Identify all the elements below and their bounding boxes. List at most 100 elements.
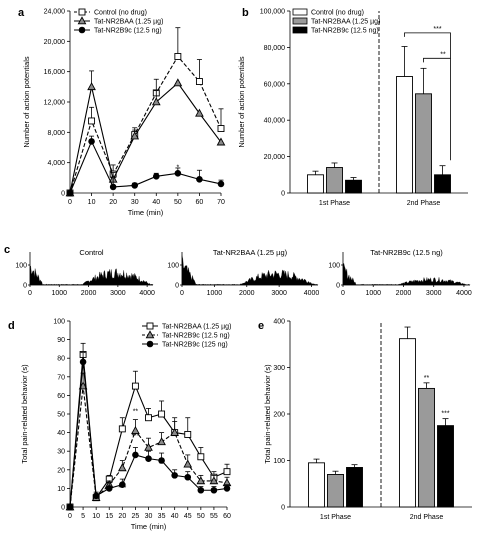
panel-b-legend-label: Tat-NR2BAA (1.25 µg) — [311, 19, 380, 26]
panel-d-y-tick-label: 20 — [57, 467, 65, 474]
panel-d-significance-mark: ** — [133, 409, 139, 416]
panel-d-significance-mark: *** — [131, 433, 139, 440]
trace-x-tick-label: 0 — [341, 290, 345, 297]
panel-a-y-tick-label: 0 — [61, 191, 65, 198]
panel-d-x-tick-label: 55 — [210, 513, 218, 520]
panel-d-data-point — [223, 468, 231, 476]
panel-b-bar-chart: 0 20,000 40,000 60,000 80,000 100,000 Number o… — [237, 8, 468, 207]
trace-x-tick-label: 3000 — [110, 290, 126, 297]
panel-a-x-tick-label: 20 — [109, 199, 117, 206]
panel-b-category-label: 1st Phase — [319, 200, 350, 207]
panel-a-data-point — [87, 82, 96, 91]
panel-a-data-point — [151, 97, 161, 106]
panel-d-significance-mark: * — [147, 457, 150, 464]
panel-d-x-tick-label: 40 — [171, 513, 179, 520]
panel-d-y-axis-label: Total pain-related behavior (s) — [20, 364, 29, 464]
panel-b-legend-swatch — [292, 26, 308, 34]
panel-e-y-tick-label: 400 — [273, 319, 285, 326]
panel-a-x-tick-label: 50 — [174, 199, 182, 206]
panel-d-x-tick-label: 10 — [92, 513, 100, 520]
panel-d-data-point — [117, 463, 127, 472]
panel-b-bar-1-2 — [396, 76, 413, 194]
panel-e-bar-3-2 — [437, 425, 454, 508]
panel-e-bar-2-1 — [327, 474, 344, 508]
trace-title-1: Control — [79, 248, 104, 257]
panel-e-significance-mark: ** — [424, 375, 430, 382]
panel-a-x-axis-label: Time (min) — [128, 208, 164, 217]
panel-a-legend-label: Tat-NR2BAA (1.25 µg) — [94, 19, 163, 26]
panel-e-category-label: 2nd Phase — [410, 514, 444, 521]
panel-d-legend-label: Tat-NR2BAA (1.25 µg) — [162, 324, 231, 331]
panel-d-x-tick-label: 25 — [132, 513, 140, 520]
panel-e-significance-mark: *** — [441, 411, 449, 418]
panel-e-bar-1-1 — [308, 462, 325, 508]
panel-b-y-tick-label: 100,000 — [260, 9, 285, 16]
activity-trace-3 — [342, 262, 471, 286]
panel-d-data-point — [197, 486, 205, 494]
panel-a-significance-mark: * — [176, 164, 179, 171]
panel-a-data-point — [88, 117, 96, 125]
panel-d-y-tick-label: 90 — [57, 337, 65, 344]
panel-label-e: e — [258, 320, 264, 332]
panel-d-data-point — [92, 492, 100, 500]
panel-a-x-tick-label: 30 — [131, 199, 139, 206]
panel-d-data-point — [158, 457, 165, 464]
panel-a-legend-marker — [78, 8, 86, 16]
trace-y-tick-label: 0 — [23, 283, 27, 290]
panel-b-y-tick-label: 80,000 — [264, 45, 286, 52]
panel-b-y-tick-label: 0 — [281, 191, 285, 198]
panel-a-data-point — [174, 53, 182, 60]
panel-d-data-point — [197, 453, 205, 461]
trace-y-tick-label: 100 — [15, 263, 27, 270]
panel-b-significance-mark: *** — [433, 26, 441, 33]
panel-a-x-tick-label: 40 — [152, 199, 160, 206]
panel-b-legend-swatch — [292, 8, 308, 16]
panel-d-y-tick-label: 100 — [53, 319, 65, 326]
trace-x-tick-label: 0 — [28, 290, 32, 297]
panel-d-data-point — [196, 476, 206, 485]
panel-b-legend-label: Tat-NR2B9c (12.5 ng) — [311, 28, 379, 35]
panel-a-x-tick-label: 10 — [88, 199, 96, 206]
panel-b-significance-mark: ** — [440, 51, 446, 58]
panel-d-series-line-3 — [69, 361, 228, 508]
panel-a-data-point — [88, 138, 95, 145]
panel-a-y-axis-label: Number of action potentials — [22, 56, 31, 148]
panel-e-y-tick-label: 100 — [273, 458, 285, 465]
panel-d-data-point — [144, 442, 153, 451]
panel-d-data-point — [131, 426, 140, 434]
panel-d-x-tick-label: 30 — [145, 513, 153, 520]
panel-d-data-point — [118, 425, 126, 433]
panel-d-x-tick-label: 35 — [158, 513, 166, 520]
panel-a-data-point — [109, 183, 117, 191]
panel-d-line-chart: 0 10 20 30 40 50 60 70 80 90 100 0 5 10 15 20 25 30 35 40 45… — [20, 319, 231, 532]
panel-a-data-point — [130, 131, 140, 140]
panel-a-y-tick-label: 16,000 — [44, 69, 66, 76]
panel-a-y-tick-label: 24,000 — [44, 9, 66, 16]
activity-trace-1 — [29, 265, 154, 286]
trace-x-tick-label: 1000 — [207, 290, 223, 297]
panel-d-y-tick-label: 60 — [57, 393, 65, 400]
trace-x-tick-label: 2000 — [81, 290, 97, 297]
panel-b-bar-3-2 — [434, 174, 451, 194]
panel-e-bar-2-2 — [418, 387, 435, 508]
panel-b-bar-3-1 — [345, 179, 362, 194]
panel-b-legend-label: Control (no drug) — [311, 10, 364, 17]
panel-e-y-tick-label: 0 — [281, 505, 285, 512]
panel-d-x-tick-label: 50 — [197, 513, 205, 520]
panel-a-data-point — [66, 189, 74, 197]
panel-d-y-tick-label: 0 — [61, 505, 65, 512]
panel-a-line-chart: 0 4,000 8,000 12,000 16,000 20,000 24,000 0 10 20… — [22, 8, 226, 217]
panel-a-x-tick-label: 60 — [196, 199, 204, 206]
panel-d-data-point — [66, 503, 74, 511]
trace-x-tick-label: 4000 — [304, 290, 320, 297]
trace-x-tick-label: 2000 — [239, 290, 255, 297]
panel-d-y-tick-label: 80 — [57, 356, 65, 363]
trace-x-tick-label: 1000 — [365, 290, 381, 297]
panel-d-data-point — [223, 485, 231, 492]
panel-d-data-point — [184, 431, 192, 438]
panel-a-data-point — [174, 169, 182, 177]
panel-d-data-point — [170, 427, 180, 436]
panel-d-x-axis-label: Time (min) — [131, 522, 167, 531]
trace-y-tick-label: 0 — [175, 283, 179, 290]
